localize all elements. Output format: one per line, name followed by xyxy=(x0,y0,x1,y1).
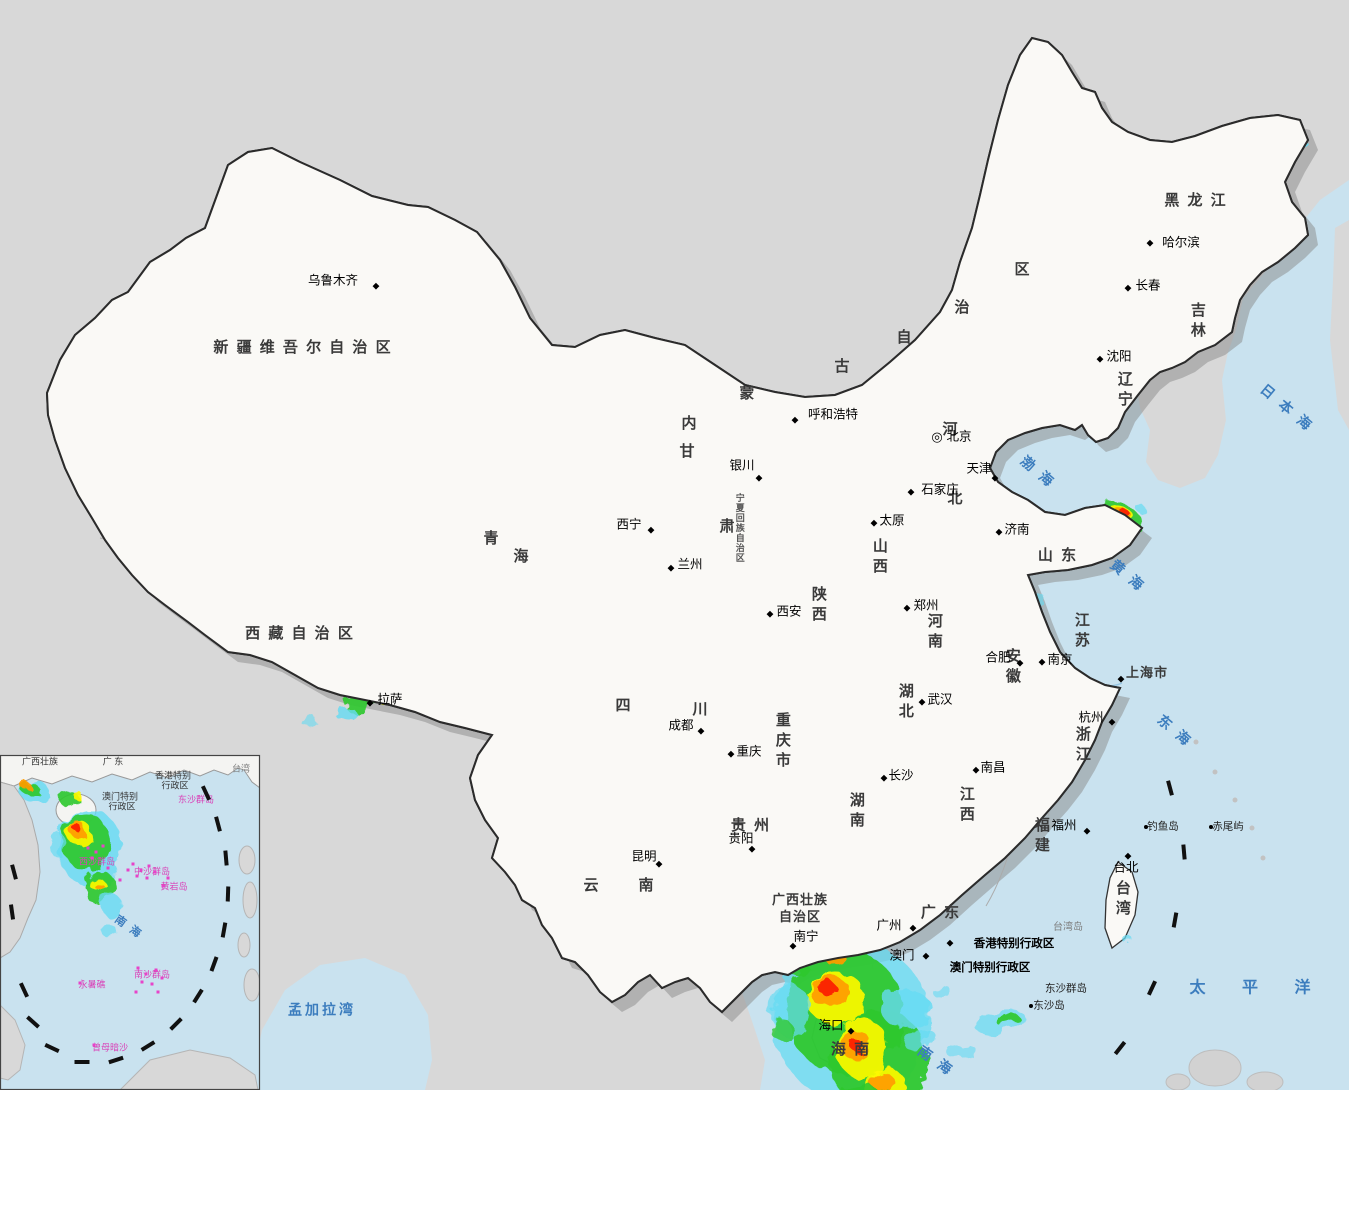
china-radar-map: 新 疆 维 吾 尔 自 治 区西 藏 自 治 区青海甘肃内蒙古自治区宁夏回族自治… xyxy=(0,0,1349,1125)
radar-echo xyxy=(73,792,83,800)
radar-echo xyxy=(100,924,116,936)
radar-echo xyxy=(95,882,103,890)
radar-echo xyxy=(948,1043,976,1061)
radar-echo xyxy=(73,824,81,832)
radar-echo xyxy=(334,706,354,718)
radar-echo xyxy=(772,1018,792,1042)
radar-echo xyxy=(1134,503,1146,513)
radar-echo xyxy=(49,833,67,857)
ryukyu-islands xyxy=(1193,739,1266,861)
radar-echo xyxy=(1123,936,1133,944)
sea-east xyxy=(742,180,1349,1090)
radar-echo xyxy=(930,984,950,996)
radar-echo xyxy=(818,981,836,995)
sea-bay-of-bengal xyxy=(250,958,432,1090)
inset-border xyxy=(0,754,261,1091)
map-canvas xyxy=(0,0,1349,1125)
taiwan-island xyxy=(1104,861,1139,950)
inset-echo-layer xyxy=(20,781,122,936)
radar-echo xyxy=(852,1041,864,1053)
radar-echo xyxy=(879,990,931,1026)
radar-echo xyxy=(102,894,122,918)
radar-echo xyxy=(902,1028,938,1052)
legend-panel: 全国雷达拼图 [2025-08-29 07:24:00] [ 组合反射率 ] d… xyxy=(0,1090,1349,1208)
inset-map xyxy=(0,755,260,1090)
radar-echo xyxy=(996,1013,1020,1027)
radar-echo xyxy=(302,717,318,727)
japan-coast xyxy=(1330,220,1349,430)
radar-echo xyxy=(20,781,30,789)
